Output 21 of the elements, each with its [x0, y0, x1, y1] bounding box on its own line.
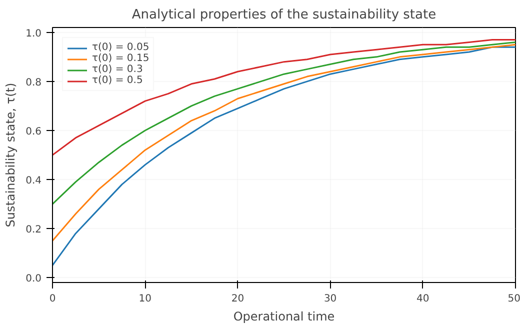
y-tick-label: 1.0 — [26, 28, 42, 40]
y-tick-label: 0.8 — [26, 77, 42, 88]
y-tick-label: 0.0 — [26, 274, 42, 285]
chart-title: Analytical properties of the sustainability state — [132, 8, 436, 22]
y-tick-label: 0.6 — [26, 126, 42, 138]
x-axis-title: Operational time — [233, 310, 335, 324]
x-tick-label: 20 — [231, 294, 244, 304]
line-series — [52, 41, 516, 205]
y-tick-label: 0.4 — [26, 176, 42, 187]
x-tick-label: 0 — [49, 294, 56, 304]
y-axis-title: Sustainability state, τ(t) — [4, 82, 18, 228]
legend-label: τ(0) = 0.5 — [92, 75, 143, 86]
x-tick-label: 50 — [508, 294, 520, 304]
legend-label: τ(0) = 0.3 — [92, 64, 143, 75]
legend-label: τ(0) = 0.15 — [92, 53, 150, 64]
legend-label: τ(0) = 0.05 — [92, 42, 150, 53]
x-tick-label: 30 — [324, 294, 337, 304]
y-tick-label: 0.2 — [26, 224, 42, 236]
x-tick-label: 40 — [416, 294, 430, 304]
line-series — [52, 39, 516, 156]
x-tick-label: 10 — [138, 294, 152, 304]
